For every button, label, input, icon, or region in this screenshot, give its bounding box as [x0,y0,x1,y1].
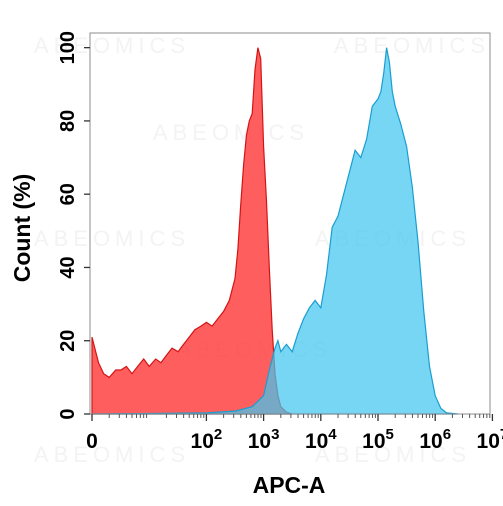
plot-frame [89,32,491,415]
y-tick-label: 40 [57,256,79,278]
x-tick-label: 106 [419,426,451,453]
y-tick-label: 20 [57,330,79,352]
x-tick-label: 105 [362,426,394,453]
x-axis-title: APC-A [253,472,326,498]
x-tick-label: 104 [305,426,337,453]
x-tick-label: 102 [191,426,223,453]
watermark-text: ABEOMICS [34,442,190,467]
series-area-2 [91,47,459,415]
watermark-text: ABEOMICS [334,33,490,58]
ticks-layer: 0204060801000102103104105106107108 [57,31,503,453]
x-tick-label: 0 [86,430,98,453]
watermark-text: ABEOMICS [34,226,190,251]
x-tick-label: 107 [477,426,503,453]
axes-layer [89,32,491,415]
y-tick-label: 60 [57,183,79,205]
y-tick-label: 100 [57,31,79,64]
series-area-1 [91,47,293,415]
y-tick-label: 80 [57,110,79,132]
x-tick-label: 103 [248,426,280,453]
watermark-text: ABEOMICS [153,120,309,145]
series-layer [91,47,459,415]
watermark-text: ABEOMICS [315,442,471,467]
y-axis-title: Count (%) [9,174,35,283]
y-tick-label: 0 [57,408,79,419]
watermark-text: ABEOMICS [34,33,190,58]
